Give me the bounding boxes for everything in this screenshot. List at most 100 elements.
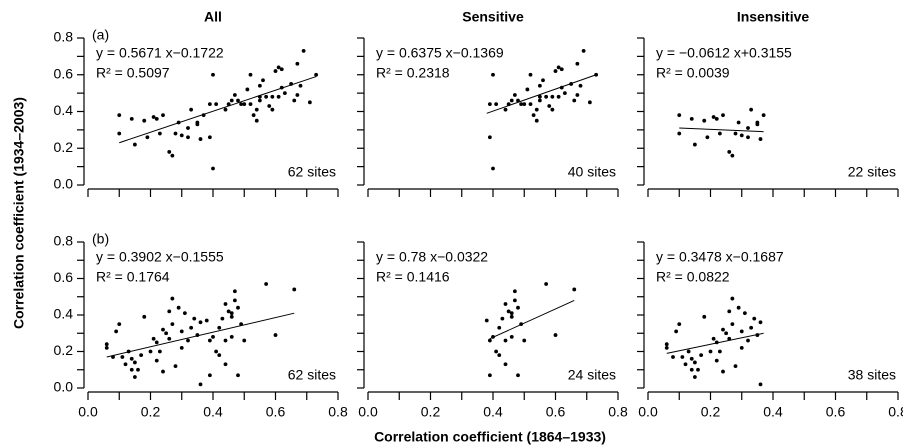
point bbox=[506, 309, 511, 314]
point bbox=[572, 98, 577, 103]
point bbox=[176, 305, 181, 310]
point bbox=[509, 311, 514, 316]
panel-title: Insensitive bbox=[737, 9, 810, 25]
point bbox=[534, 107, 539, 112]
point bbox=[257, 98, 262, 103]
point bbox=[161, 327, 165, 332]
point bbox=[170, 322, 175, 327]
point bbox=[714, 116, 719, 121]
point bbox=[132, 375, 137, 379]
point bbox=[242, 102, 247, 107]
point bbox=[749, 107, 754, 112]
point bbox=[727, 150, 732, 154]
equation: y = 0.3478 x−0.1687 bbox=[656, 249, 784, 265]
y-tick-label: 0.2 bbox=[54, 139, 74, 155]
point bbox=[509, 98, 514, 103]
point bbox=[142, 314, 147, 319]
point bbox=[749, 325, 754, 330]
point bbox=[236, 305, 240, 310]
point bbox=[746, 135, 750, 140]
point bbox=[220, 316, 225, 321]
point bbox=[553, 333, 558, 337]
point bbox=[132, 360, 137, 365]
point bbox=[711, 336, 716, 341]
point bbox=[154, 116, 159, 121]
site-count: 62 sites bbox=[288, 164, 336, 180]
site-count: 22 sites bbox=[848, 164, 896, 180]
fit-line bbox=[106, 312, 295, 358]
point bbox=[559, 67, 564, 72]
point bbox=[154, 340, 159, 345]
point bbox=[117, 322, 122, 327]
point bbox=[487, 373, 492, 378]
x-tick-label: 0.4 bbox=[203, 404, 223, 420]
point bbox=[746, 338, 750, 343]
point bbox=[528, 72, 533, 77]
point bbox=[497, 353, 502, 358]
point bbox=[186, 338, 190, 343]
point bbox=[730, 322, 735, 327]
point bbox=[298, 83, 303, 88]
x-tick-label: 0.2 bbox=[701, 404, 721, 420]
x-tick-label: 0.2 bbox=[141, 404, 161, 420]
point bbox=[223, 107, 228, 112]
point bbox=[721, 113, 725, 118]
point bbox=[248, 72, 253, 77]
point bbox=[189, 107, 194, 112]
point bbox=[522, 102, 527, 107]
r-squared: R² = 0.5097 bbox=[96, 65, 170, 81]
point bbox=[575, 93, 580, 97]
y-tick-label: 0.6 bbox=[54, 65, 74, 81]
y-tick-label: 0.4 bbox=[54, 102, 74, 118]
point bbox=[512, 298, 517, 303]
point bbox=[708, 349, 713, 354]
point bbox=[264, 282, 269, 286]
y-tick-label: 0.0 bbox=[54, 176, 74, 192]
point bbox=[733, 364, 738, 368]
point bbox=[746, 126, 750, 130]
point bbox=[692, 375, 697, 379]
point bbox=[254, 107, 259, 112]
point bbox=[229, 335, 234, 339]
x-tick-label: 0.8 bbox=[608, 404, 628, 420]
point bbox=[758, 320, 763, 325]
point bbox=[245, 87, 250, 92]
point bbox=[721, 369, 725, 374]
y-axis-label: Correlation coefficient (1934–2003) bbox=[11, 97, 27, 329]
point bbox=[229, 314, 234, 319]
point bbox=[677, 113, 682, 118]
point bbox=[292, 98, 297, 103]
point bbox=[223, 362, 228, 367]
point bbox=[314, 72, 319, 77]
point bbox=[534, 118, 539, 123]
x-tick-label: 0.0 bbox=[358, 404, 378, 420]
point bbox=[736, 305, 741, 310]
point bbox=[242, 338, 247, 343]
point bbox=[727, 309, 732, 314]
point bbox=[537, 98, 542, 103]
point bbox=[683, 362, 688, 367]
point bbox=[758, 137, 763, 141]
point bbox=[232, 93, 237, 97]
fit-line bbox=[666, 332, 764, 354]
point bbox=[525, 87, 530, 92]
point bbox=[587, 100, 592, 105]
point bbox=[724, 331, 729, 336]
point bbox=[167, 336, 172, 341]
panel-title: All bbox=[204, 9, 222, 25]
point bbox=[120, 355, 125, 359]
point bbox=[164, 331, 169, 336]
point bbox=[550, 107, 555, 112]
y-tick-label: 0.0 bbox=[54, 379, 74, 395]
point bbox=[239, 102, 244, 107]
point bbox=[699, 353, 704, 358]
point bbox=[223, 302, 228, 306]
point bbox=[251, 113, 256, 118]
point bbox=[686, 349, 691, 354]
site-count: 40 sites bbox=[568, 164, 616, 180]
point bbox=[229, 98, 234, 103]
point bbox=[730, 153, 735, 158]
point bbox=[671, 355, 675, 359]
point bbox=[550, 94, 555, 99]
